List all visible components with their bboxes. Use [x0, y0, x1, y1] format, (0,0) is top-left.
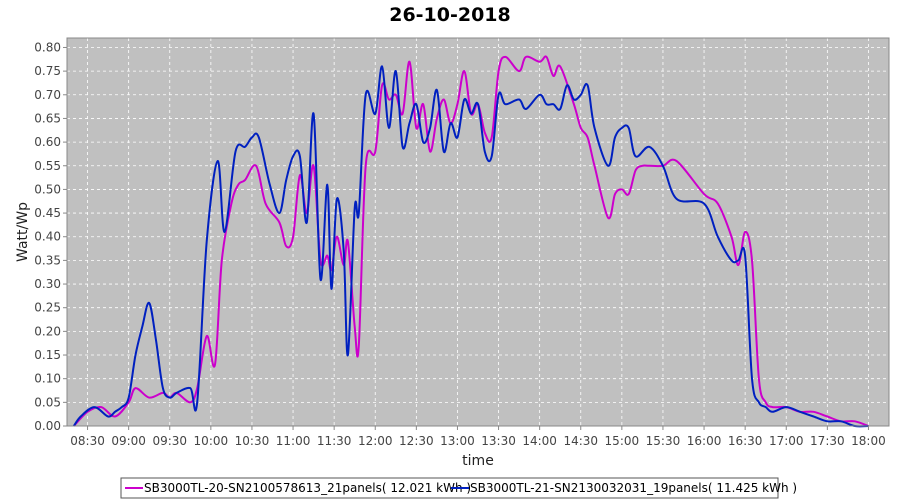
- y-tick-label: 0.75: [34, 64, 61, 78]
- y-tick-label: 0.00: [34, 419, 61, 433]
- y-tick-label: 0.15: [34, 348, 61, 362]
- x-tick-label: 09:30: [152, 434, 187, 448]
- x-tick-label: 17:30: [810, 434, 845, 448]
- x-tick-label: 12:30: [399, 434, 434, 448]
- y-tick-label: 0.50: [34, 182, 61, 196]
- y-tick-label: 0.65: [34, 111, 61, 125]
- y-tick-label: 0.70: [34, 88, 61, 102]
- x-tick-label: 18:00: [851, 434, 886, 448]
- series-lines: [72, 55, 869, 428]
- legend-box: [120, 477, 779, 499]
- series-line-2: [72, 65, 869, 428]
- x-tick-label: 15:30: [646, 434, 681, 448]
- x-tick-label: 16:00: [687, 434, 722, 448]
- x-tick-label: 10:00: [194, 434, 229, 448]
- x-tick-label: 08:30: [70, 434, 105, 448]
- x-tick-label: 09:00: [111, 434, 146, 448]
- y-tick-label: 0.55: [34, 159, 61, 173]
- x-tick-label: 14:30: [563, 434, 598, 448]
- y-tick-label: 0.10: [34, 372, 61, 386]
- x-tick-label: 11:30: [317, 434, 352, 448]
- legend-label-series-1: SB3000TL-20-SN2100578613_21panels( 12.02…: [144, 481, 471, 495]
- x-tick-label: 15:00: [605, 434, 640, 448]
- legend-label-series-2: SB3000TL-21-SN2130032031_19panels( 11.42…: [470, 481, 797, 495]
- plot-border: [66, 37, 890, 427]
- x-tick-label: 13:30: [481, 434, 516, 448]
- chart-title: 26-10-2018: [389, 4, 511, 26]
- legend: SB3000TL-20-SN2100578613_21panels( 12.02…: [120, 477, 797, 499]
- x-tick-label: 11:00: [276, 434, 311, 448]
- x-axis-label: time: [462, 453, 494, 469]
- y-tick-label: 0.35: [34, 253, 61, 267]
- y-tick-label: 0.30: [34, 277, 61, 291]
- y-axis-label: Watt/Wp: [15, 202, 31, 262]
- series-line-1: [73, 55, 869, 427]
- x-tick-label: 10:30: [235, 434, 270, 448]
- x-axis: 08:30 09:00 09:30 10:00 10:30 11:00 11:30 12:00…: [70, 426, 886, 448]
- y-tick-label: 0.05: [34, 395, 61, 409]
- y-tick-label: 0.25: [34, 301, 61, 315]
- y-tick-label: 0.40: [34, 230, 61, 244]
- y-tick-label: 0.60: [34, 135, 61, 149]
- x-tick-label: 14:00: [522, 434, 557, 448]
- y-tick-label: 0.45: [34, 206, 61, 220]
- y-axis: 0.00 0.05 0.10 0.15 0.20 0.25 0.30 0.35 0.40 0.45…: [34, 40, 67, 433]
- y-tick-label: 0.20: [34, 324, 61, 338]
- x-tick-label: 16:30: [728, 434, 763, 448]
- x-tick-label: 17:00: [769, 434, 804, 448]
- x-tick-label: 12:00: [358, 434, 393, 448]
- plot-area: [67, 38, 889, 426]
- x-tick-label: 13:00: [440, 434, 475, 448]
- y-tick-label: 0.80: [34, 40, 61, 54]
